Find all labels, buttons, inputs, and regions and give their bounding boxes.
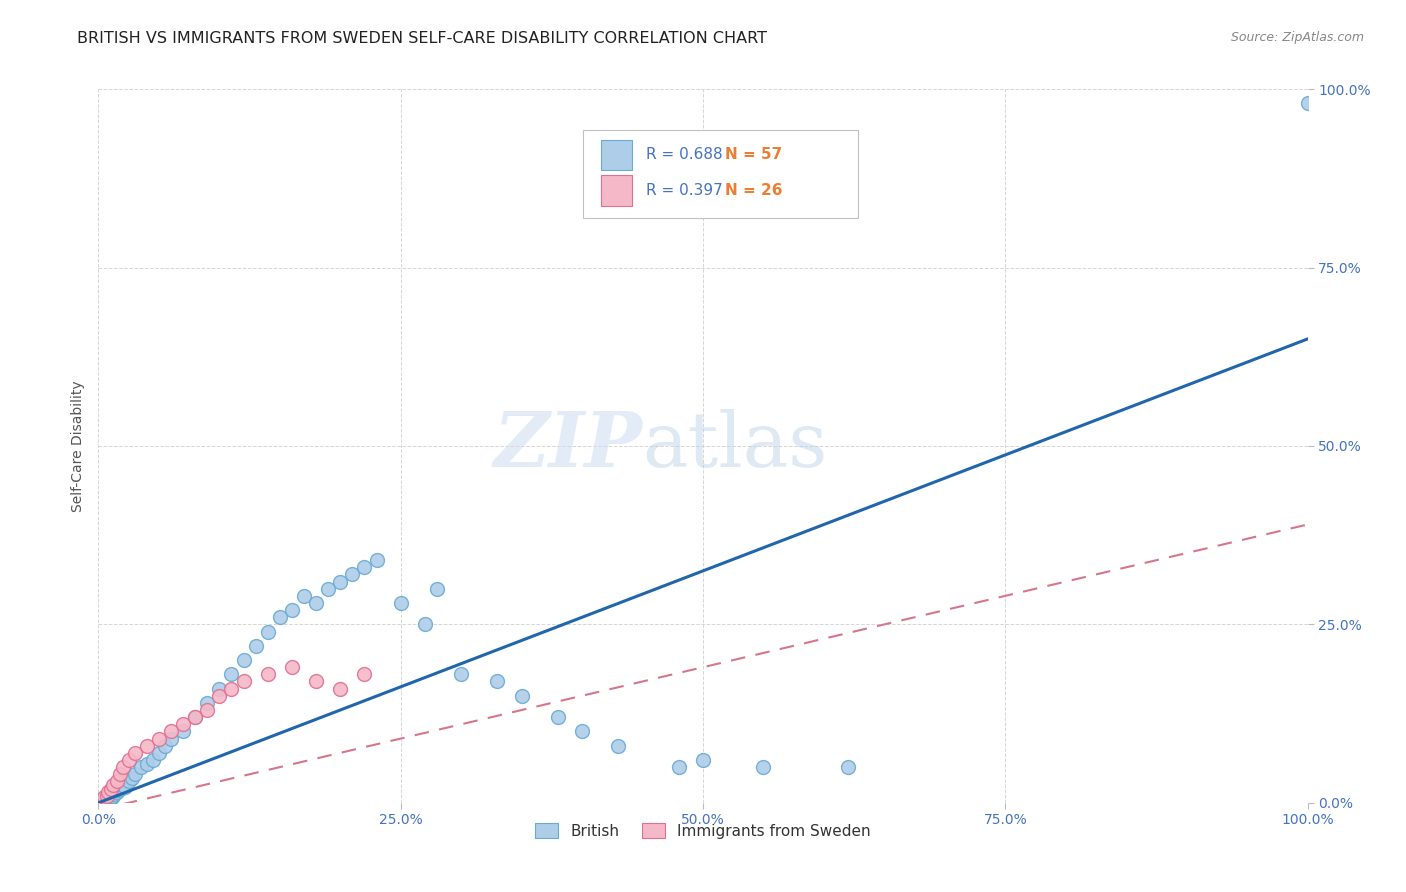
Y-axis label: Self-Care Disability: Self-Care Disability (70, 380, 84, 512)
Text: R = 0.397: R = 0.397 (647, 183, 723, 198)
Point (142, 753, 165, 767)
Point (221, 681, 243, 696)
Point (281, 603, 304, 617)
Point (108, 781, 131, 796)
Text: ZIP: ZIP (494, 409, 643, 483)
Point (389, 596, 412, 610)
Point (101, 778, 124, 792)
Point (221, 667, 243, 681)
Point (256, 624, 278, 639)
Legend: British, Immigrants from Sweden: British, Immigrants from Sweden (529, 817, 877, 845)
Point (148, 731, 170, 746)
Text: Source: ZipAtlas.com: Source: ZipAtlas.com (1230, 31, 1364, 45)
Point (269, 610, 291, 624)
Point (103, 787, 125, 801)
Point (148, 746, 170, 760)
Point (184, 710, 207, 724)
Point (124, 767, 146, 781)
Point (105, 774, 128, 789)
Point (232, 653, 254, 667)
Point (413, 617, 436, 632)
Point (316, 582, 339, 596)
Point (607, 739, 630, 753)
Point (571, 724, 593, 739)
Point (153, 739, 176, 753)
Point (752, 760, 775, 774)
Point (108, 767, 131, 781)
Point (837, 760, 859, 774)
Point (91, 794, 114, 808)
Point (93, 790, 115, 805)
Point (292, 589, 315, 603)
Point (329, 681, 352, 696)
Point (135, 739, 157, 753)
Point (256, 667, 278, 681)
Text: N = 26: N = 26 (725, 183, 782, 198)
Point (366, 553, 388, 567)
Text: R = 0.688: R = 0.688 (647, 147, 723, 162)
Point (100, 781, 122, 796)
Point (450, 667, 472, 681)
Point (305, 674, 328, 689)
Point (305, 596, 328, 610)
Point (135, 756, 157, 771)
Point (342, 567, 364, 582)
Point (107, 783, 129, 797)
Point (160, 731, 183, 746)
Point (97, 791, 120, 805)
Point (100, 790, 122, 805)
Point (93, 794, 115, 808)
Point (96, 789, 118, 803)
Point (97, 785, 120, 799)
Point (172, 724, 194, 739)
Point (90, 794, 112, 808)
Point (118, 753, 141, 767)
Point (111, 760, 134, 774)
Point (281, 660, 304, 674)
Point (692, 753, 714, 767)
Point (208, 681, 231, 696)
Point (90, 794, 112, 808)
Point (105, 785, 128, 799)
Point (118, 774, 141, 789)
Point (91, 793, 114, 807)
Point (184, 710, 207, 724)
Point (547, 710, 569, 724)
Point (426, 582, 449, 596)
Point (121, 771, 143, 785)
Point (353, 560, 375, 574)
Point (668, 760, 690, 774)
Point (100, 790, 122, 805)
Point (353, 667, 375, 681)
Point (96, 793, 118, 807)
Point (232, 674, 254, 689)
Point (91, 792, 114, 806)
Point (172, 717, 194, 731)
Point (1296, 96, 1319, 111)
Point (114, 780, 136, 794)
Point (486, 674, 509, 689)
Point (129, 760, 152, 774)
Point (208, 689, 231, 703)
Point (111, 778, 134, 792)
Point (98, 792, 121, 806)
Point (510, 689, 533, 703)
Point (160, 724, 183, 739)
Point (124, 746, 146, 760)
Point (195, 703, 218, 717)
Point (195, 696, 218, 710)
Text: atlas: atlas (643, 409, 828, 483)
Point (329, 574, 352, 589)
Point (94, 792, 117, 806)
Text: N = 57: N = 57 (725, 147, 782, 162)
Point (101, 789, 124, 803)
Text: BRITISH VS IMMIGRANTS FROM SWEDEN SELF-CARE DISABILITY CORRELATION CHART: BRITISH VS IMMIGRANTS FROM SWEDEN SELF-C… (77, 31, 768, 46)
Point (245, 639, 267, 653)
